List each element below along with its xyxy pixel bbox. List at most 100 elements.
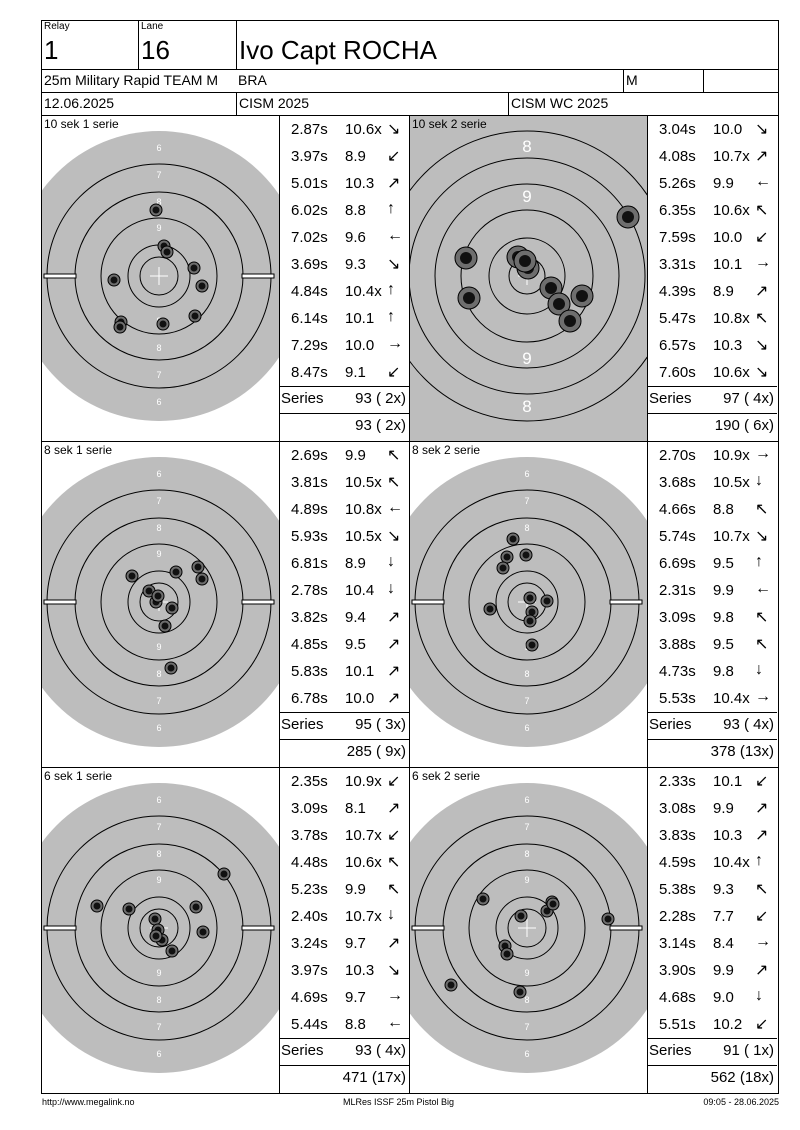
shot-direction-icon: ↓ [755,987,763,1004]
table-divider [279,386,409,387]
shot-row: 2.31s 9.9 ← [647,577,777,604]
ring-number: 5 [156,768,161,778]
shot-row: 4.68s 9.0 ↓ [647,984,777,1011]
shot-score: 8.4 [713,935,734,952]
shot-row: 2.78s 10.4 ↓ [279,577,409,604]
ring-number: 7 [156,170,161,180]
shot-impact [187,261,201,275]
shot-time: 2.87s [291,121,328,138]
series-total: 93 ( 2x) [355,390,406,407]
ring-number: 9 [156,642,161,652]
shot-time: 2.69s [291,447,328,464]
shooter-name: Ivo Capt ROCHA [239,35,437,65]
series-total: 93 ( 4x) [355,1042,406,1059]
shot-row: 5.83s 10.1 ↗ [279,658,409,685]
shot-score: 10.0 [345,690,375,707]
shot-direction-icon: ↖ [755,881,769,898]
shot-row: 5.74s 10.7x ↘ [647,523,777,550]
shot-row: 7.60s 10.6x ↘ [647,359,777,386]
shot-time: 5.83s [291,663,328,680]
shot-time: 3.97s [291,148,328,165]
shot-time: 3.78s [291,827,328,844]
table-divider [647,1065,777,1066]
shot-time: 5.38s [659,881,696,898]
shot-score: 10.3 [345,962,375,979]
shot-score: 10.7x [713,148,750,165]
series-title: 10 sek 1 serie [44,117,119,131]
ring-number: 7 [156,696,161,706]
shot-direction-icon: ← [755,173,771,190]
shot-direction-icon: ↗ [755,962,769,979]
shot-time: 6.57s [659,337,696,354]
target-panel: 8 sek 1 serie 5 6 7 8 9 9 8 7 6 5 [42,442,279,767]
relay-value: 1 [44,35,59,65]
shot-direction-icon: ↑ [387,308,395,325]
cumulative-total: 190 ( 6x) [714,417,774,434]
shot-impact [165,601,179,615]
shot-direction-icon: → [755,933,771,950]
shot-time: 6.78s [291,690,328,707]
table-divider [279,739,409,740]
shot-direction-icon: ↖ [387,447,401,464]
shot-direction-icon: ↘ [755,364,769,381]
shot-row: 5.93s 10.5x ↘ [279,523,409,550]
ring-number: 8 [156,343,161,353]
shot-time: 3.14s [659,935,696,952]
shot-row: 5.23s 9.9 ↖ [279,876,409,903]
ring-number: 9 [524,968,529,978]
shot-score: 10.7x [345,908,382,925]
shot-score: 8.8 [713,501,734,518]
shot-impact [195,572,209,586]
shot-impact [196,925,210,939]
ring-number: 6 [156,469,161,479]
shot-score: 10.5x [345,528,382,545]
shot-direction-icon: ↓ [387,906,395,923]
ring-number: 6 [524,1049,529,1059]
series-total: 91 ( 1x) [723,1042,774,1059]
shot-row: 2.69s 9.9 ↖ [279,442,409,469]
shot-score: 9.9 [345,447,366,464]
ring-number: 7 [156,370,161,380]
shot-score: 10.6x [345,854,382,871]
shot-time: 4.66s [659,501,696,518]
shot-score: 10.9x [713,447,750,464]
shot-row: 7.59s 10.0 ↙ [647,224,777,251]
shot-impact [519,548,533,562]
nation: BRA [238,72,267,88]
column-divider [279,116,280,442]
shot-direction-icon: ↘ [387,256,401,273]
footer-url[interactable]: http://www.megalink.no [42,1097,135,1107]
shot-direction-icon: ↙ [755,773,769,790]
shot-score: 10.3 [713,337,743,354]
shot-score: 10.8x [713,310,750,327]
cumulative-total: 378 (13x) [710,743,774,760]
shot-direction-icon: ↙ [387,364,401,381]
cumulative-total: 471 (17x) [342,1069,406,1086]
shot-direction-icon: ↗ [755,800,769,817]
column-divider [647,442,648,768]
lane-value: 16 [141,35,170,65]
shot-score: 10.9x [345,773,382,790]
shot-score: 10.6x [345,121,382,138]
ring-number: 9 [156,875,161,885]
shot-row: 4.48s 10.6x ↖ [279,849,409,876]
shot-score: 10.3 [345,175,375,192]
table-divider [647,712,777,713]
shot-direction-icon: ↖ [755,636,769,653]
series-title: 10 sek 2 serie [412,117,487,131]
shot-score: 8.8 [345,1016,366,1033]
shot-row: 4.73s 9.8 ↓ [647,658,777,685]
shot-time: 2.31s [659,582,696,599]
shot-row: 7.02s 9.6 ← [279,224,409,251]
column-divider [409,115,410,1094]
ring-number: 9 [156,549,161,559]
shot-row: 6.69s 9.5 ↑ [647,550,777,577]
shot-score: 10.1 [713,256,743,273]
ring-number: 6 [156,143,161,153]
column-divider [279,442,280,768]
series-label: Series [281,1042,324,1059]
shot-score: 9.9 [713,962,734,979]
